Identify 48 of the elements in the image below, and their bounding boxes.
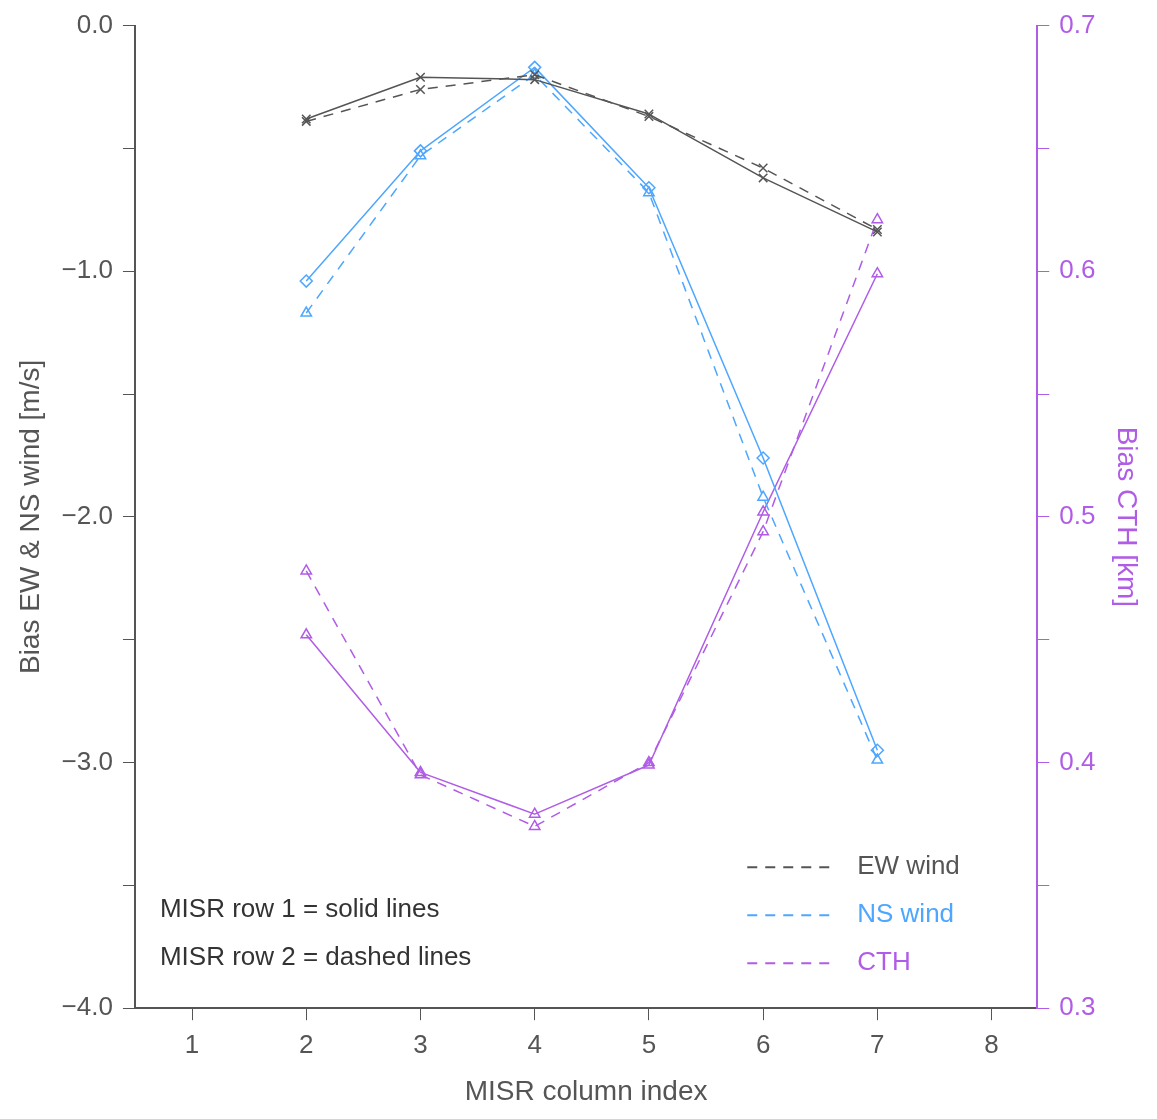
legend-label: EW wind <box>857 850 960 881</box>
point <box>528 807 541 818</box>
point <box>871 753 884 764</box>
point <box>757 524 770 536</box>
y-axis-title: Bias EW & NS wind [m/s] <box>13 359 45 675</box>
point <box>414 149 427 160</box>
annotation: MISR row 2 = dashed lines <box>159 941 472 972</box>
x-tick-label: 2 <box>299 1028 314 1059</box>
point <box>529 74 540 85</box>
x-axis-title: MISR column index <box>464 1074 708 1106</box>
point <box>415 84 426 95</box>
y-tick-label: −2.0 <box>61 500 113 531</box>
point <box>528 819 541 831</box>
point <box>527 60 542 75</box>
annotation: MISR row 1 = solid lines <box>159 893 440 924</box>
x-tick-label: 7 <box>870 1028 885 1059</box>
point <box>300 628 313 639</box>
x-tick-label: 8 <box>984 1028 999 1059</box>
x-tick-label: 6 <box>755 1028 771 1059</box>
point <box>413 144 428 158</box>
point <box>642 180 656 195</box>
y-tick-label: −1.0 <box>61 254 113 285</box>
point <box>870 743 885 758</box>
y2-tick-label: 0.7 <box>1059 8 1096 39</box>
y-tick-label: 0.0 <box>76 8 113 39</box>
y2-tick-label: 0.4 <box>1059 745 1096 776</box>
y2-tick-label: 0.6 <box>1059 254 1096 285</box>
y-tick-label: −3.0 <box>61 745 113 776</box>
x-tick-label: 4 <box>527 1028 542 1059</box>
point <box>415 72 426 83</box>
point <box>300 564 313 575</box>
point <box>642 185 655 197</box>
x-tick-label: 3 <box>413 1028 428 1059</box>
point <box>871 266 884 278</box>
x-tick-label: 1 <box>184 1028 200 1059</box>
y2-axis-title: Bias CTH [km] <box>1112 426 1144 608</box>
point <box>300 306 313 317</box>
legend-label: CTH <box>857 946 911 977</box>
point <box>757 505 770 516</box>
point <box>871 212 884 224</box>
point <box>299 274 314 288</box>
y2-tick-label: 0.5 <box>1059 500 1096 531</box>
legend-label: NS wind <box>857 898 955 929</box>
point <box>756 451 770 465</box>
x-tick-label: 5 <box>641 1028 657 1059</box>
y-tick-label: −4.0 <box>61 991 113 1022</box>
y2-tick-label: 0.3 <box>1059 991 1096 1022</box>
point <box>757 490 770 501</box>
